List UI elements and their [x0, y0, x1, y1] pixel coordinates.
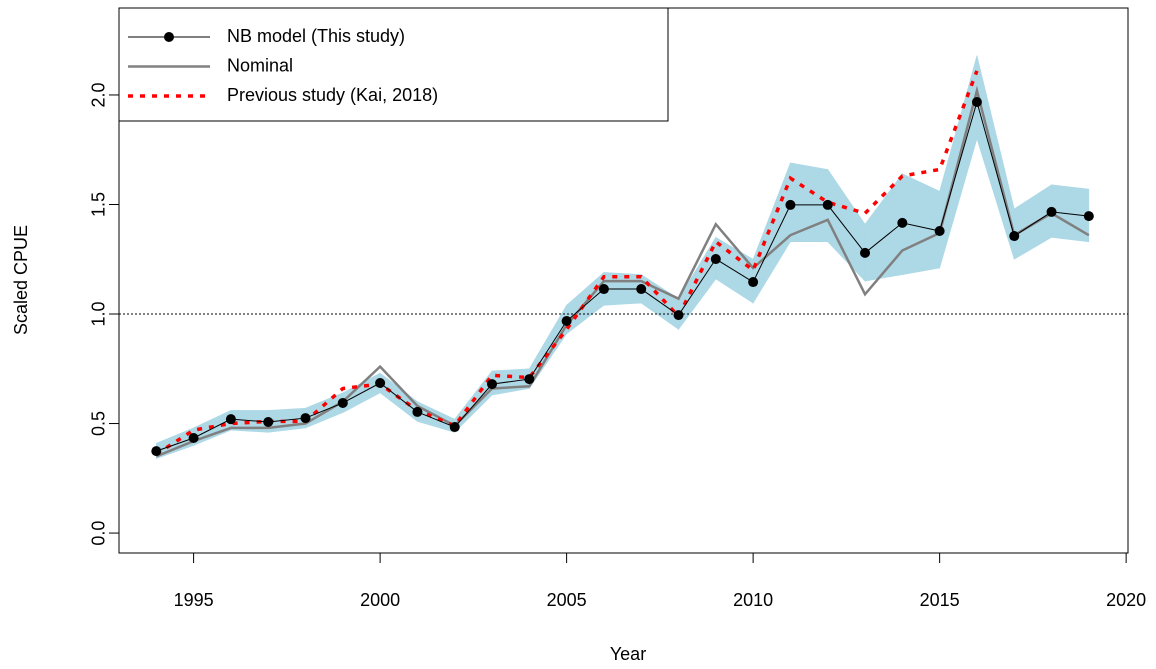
series-line [155, 70, 979, 456]
legend-label: Nominal [227, 55, 293, 75]
data-point [860, 247, 871, 258]
series-line [156, 100, 1089, 452]
legend-marker [164, 32, 174, 42]
confidence-band [790, 162, 829, 243]
series-line [155, 85, 1090, 458]
confidence-band [678, 236, 717, 331]
confidence-band [1013, 184, 1052, 260]
data-point [337, 397, 348, 408]
y-tick-label: 2.0 [89, 82, 109, 107]
data-point [487, 379, 498, 390]
data-point [710, 254, 721, 265]
data-point [934, 225, 945, 236]
data-point [188, 432, 199, 443]
data-point [561, 316, 572, 327]
x-tick-label: 2015 [920, 590, 960, 610]
legend-box [118, 7, 669, 122]
data-point [636, 284, 647, 295]
data-point [449, 422, 460, 433]
x-tick-label: 2020 [1106, 590, 1146, 610]
data-point [300, 413, 311, 424]
legend-label: Previous study (Kai, 2018) [227, 85, 438, 105]
data-point [225, 414, 236, 425]
confidence-band [976, 55, 1015, 260]
data-point [748, 277, 759, 288]
data-point [1083, 211, 1094, 222]
data-point [1046, 206, 1057, 217]
y-axis-label: Scaled CPUE [11, 225, 31, 335]
x-tick-label: 2005 [547, 590, 587, 610]
confidence-band [752, 162, 791, 305]
data-point [822, 199, 833, 210]
y-tick-label: 1.0 [89, 301, 109, 326]
data-point [151, 446, 162, 457]
data-point [263, 417, 274, 428]
data-point [971, 96, 982, 107]
data-point [897, 217, 908, 228]
confidence-band [827, 168, 866, 282]
y-tick-label: 0.5 [89, 411, 109, 436]
data-point [598, 284, 609, 295]
data-point [524, 374, 535, 385]
x-tick-label: 2000 [360, 590, 400, 610]
data-point [673, 310, 684, 321]
confidence-band [1051, 184, 1090, 243]
data-point [375, 378, 386, 389]
y-tick-label: 1.5 [89, 192, 109, 217]
data-point [785, 199, 796, 210]
x-tick-label: 1995 [174, 590, 214, 610]
x-axis-label: Year [610, 644, 646, 664]
data-point [1009, 231, 1020, 242]
x-tick-label: 2010 [733, 590, 773, 610]
data-point [412, 406, 423, 417]
legend-label: NB model (This study) [227, 26, 405, 46]
y-tick-label: 0.0 [89, 521, 109, 546]
